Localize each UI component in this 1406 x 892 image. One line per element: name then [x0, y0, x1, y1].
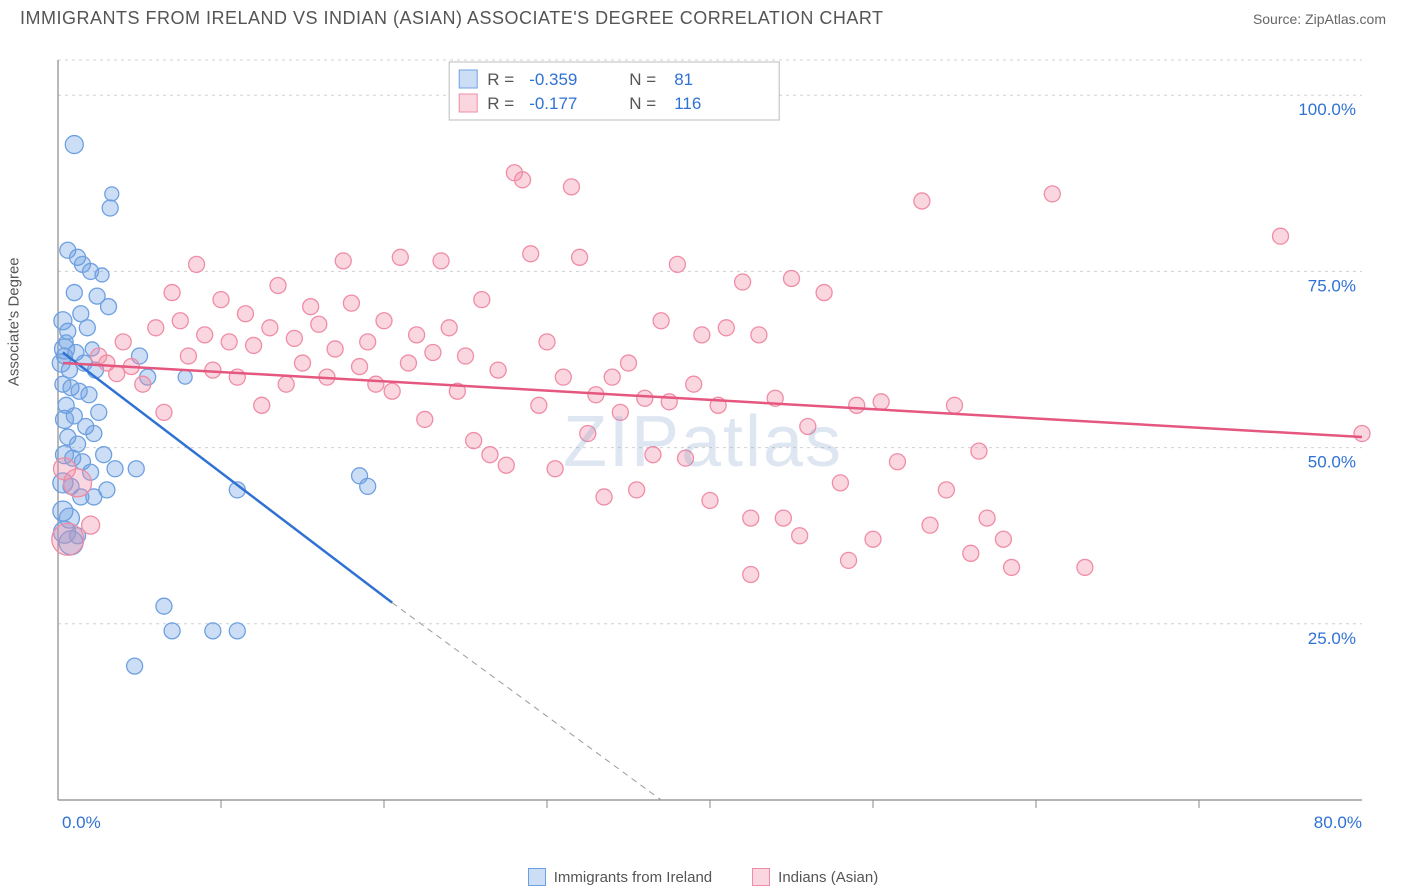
legend-swatch-ireland — [528, 868, 546, 886]
y-axis-label: Associate's Degree — [6, 257, 23, 386]
svg-text:N =: N = — [629, 70, 656, 89]
legend-item-indians: Indians (Asian) — [752, 868, 878, 886]
svg-text:81: 81 — [674, 70, 693, 89]
legend-label-indians: Indians (Asian) — [778, 869, 878, 886]
source-label: Source: ZipAtlas.com — [1253, 11, 1386, 27]
svg-text:-0.177: -0.177 — [529, 94, 577, 113]
svg-text:R =: R = — [487, 70, 514, 89]
svg-text:-0.359: -0.359 — [529, 70, 577, 89]
svg-text:75.0%: 75.0% — [1308, 276, 1356, 295]
svg-text:N =: N = — [629, 94, 656, 113]
bottom-legend: Immigrants from Ireland Indians (Asian) — [0, 868, 1406, 886]
legend-item-ireland: Immigrants from Ireland — [528, 868, 712, 886]
svg-text:R =: R = — [487, 94, 514, 113]
svg-text:50.0%: 50.0% — [1308, 453, 1356, 472]
svg-text:100.0%: 100.0% — [1298, 100, 1356, 119]
chart-area: Associate's Degree 25.0%50.0%75.0%100.0%… — [20, 42, 1386, 842]
header: IMMIGRANTS FROM IRELAND VS INDIAN (ASIAN… — [0, 0, 1406, 35]
scatter-chart-svg: 25.0% 50.0% 75.0% 100.0% 0.0% 80.0% R = -0.359 N… — [20, 42, 1386, 842]
legend-swatch-indians — [752, 868, 770, 886]
chart-title: IMMIGRANTS FROM IRELAND VS INDIAN (ASIAN… — [20, 8, 884, 29]
svg-text:116: 116 — [674, 94, 701, 113]
svg-text:80.0%: 80.0% — [1314, 813, 1362, 832]
svg-text:25.0%: 25.0% — [1308, 629, 1356, 648]
legend-label-ireland: Immigrants from Ireland — [554, 869, 712, 886]
svg-text:0.0%: 0.0% — [62, 813, 101, 832]
